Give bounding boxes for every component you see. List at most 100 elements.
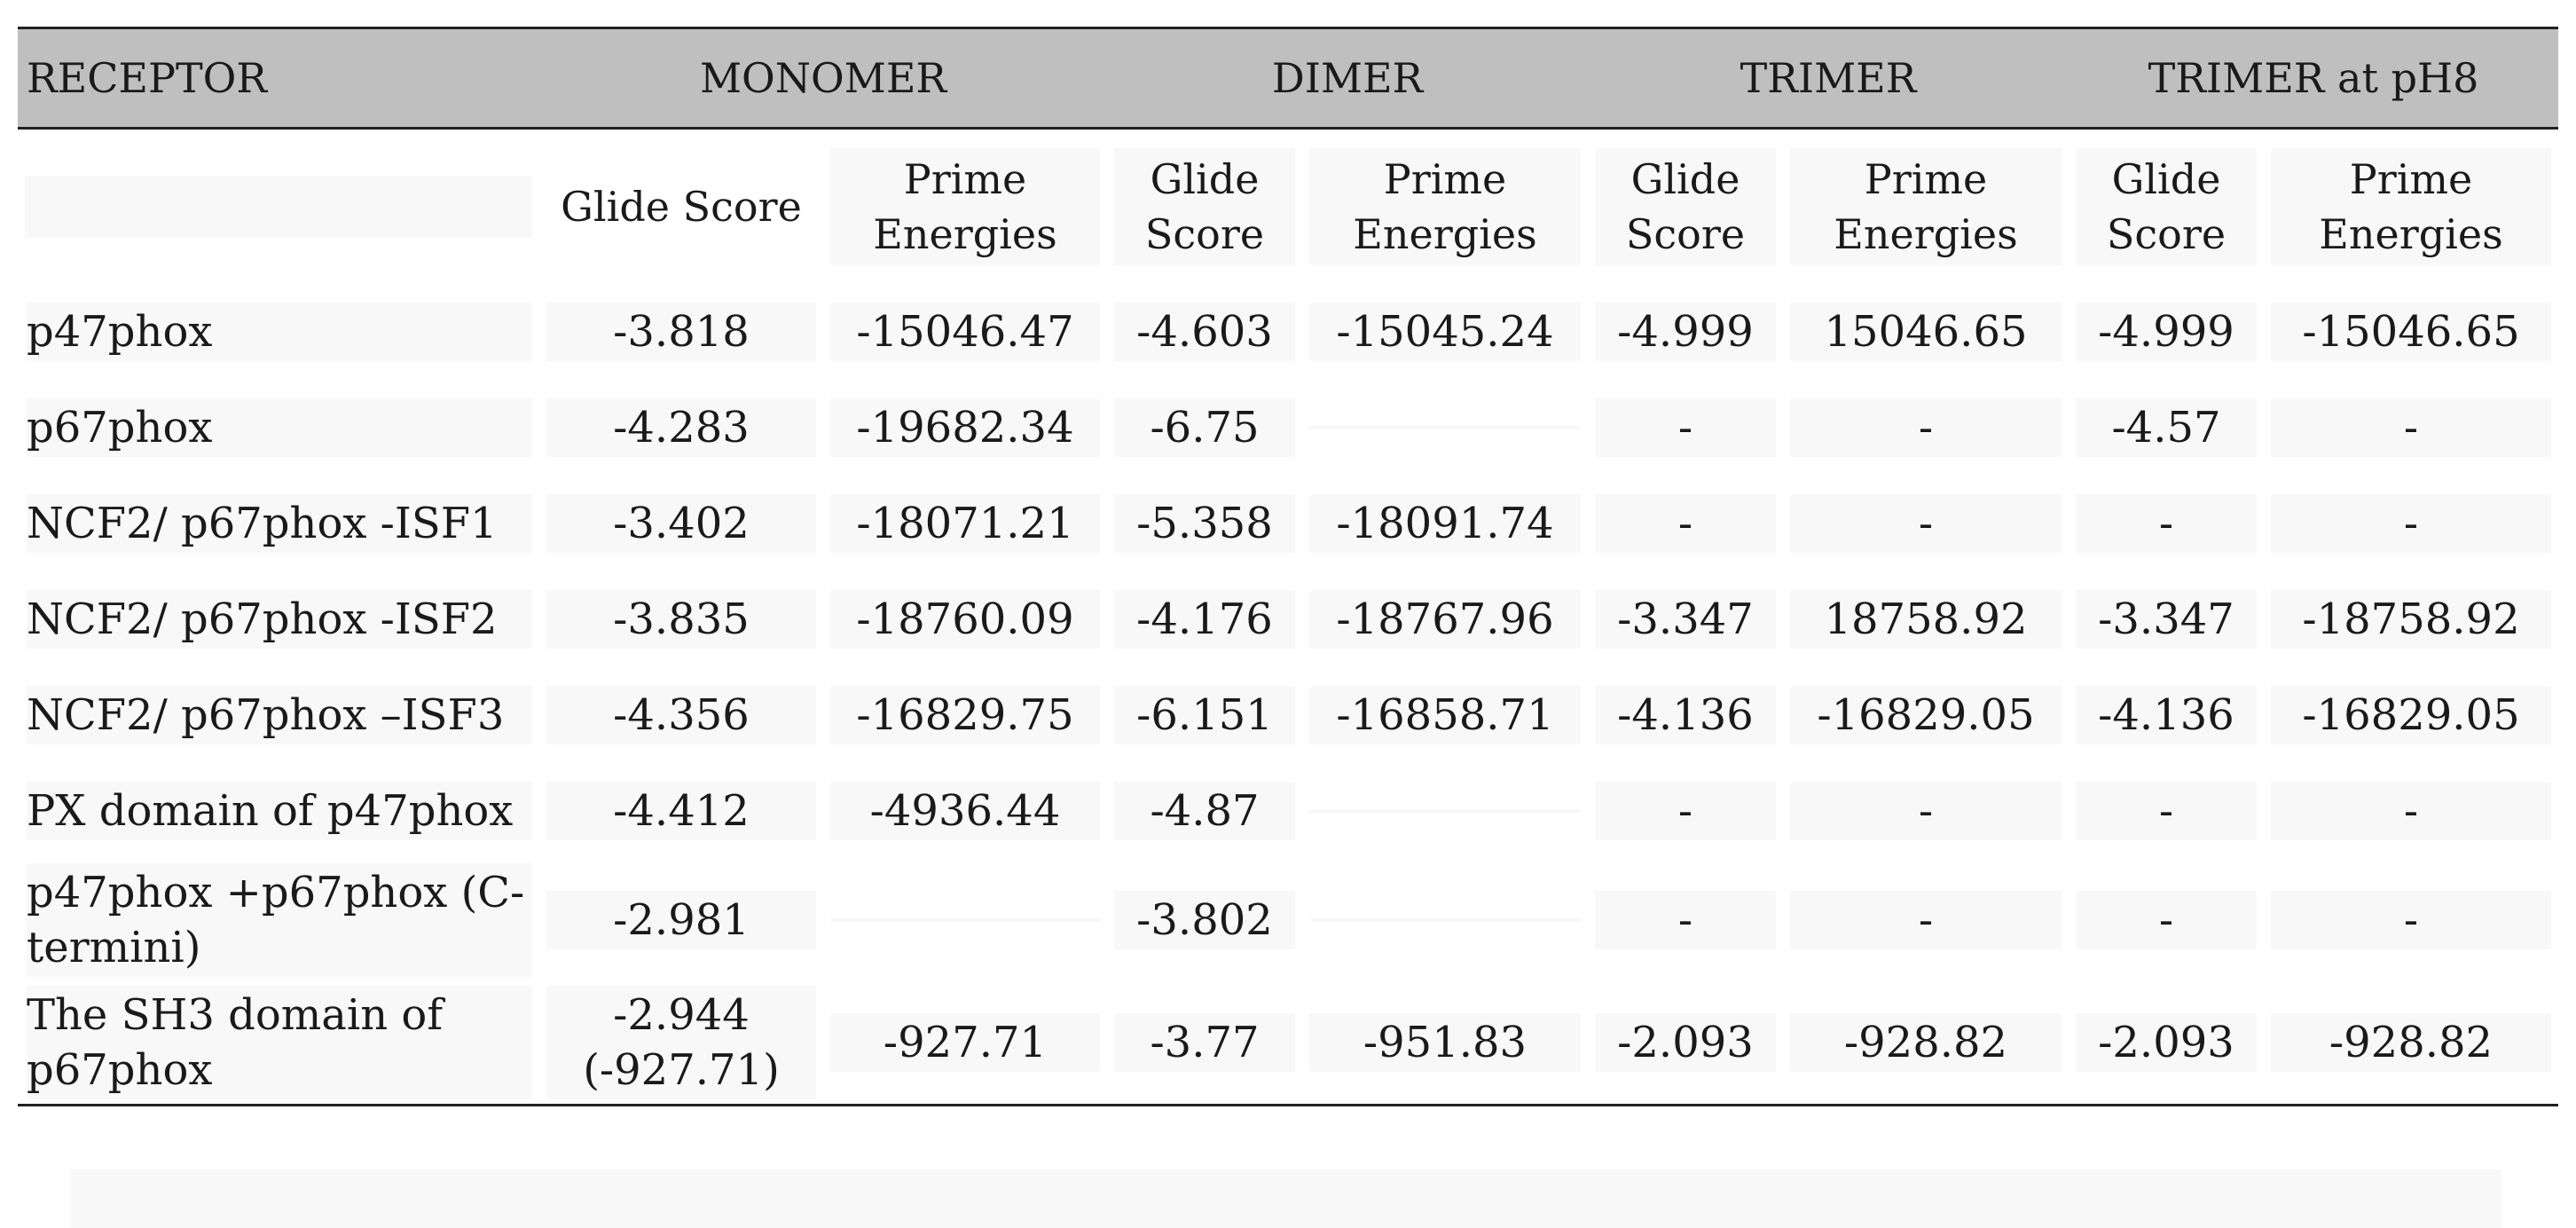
value-cell: -951.83 [1302,981,1588,1106]
value-cell: -4.283 [539,380,823,476]
table-row: p47phox -3.818 -15046.47 -4.603 -15045.2… [18,284,2558,380]
group-header-trimer-ph8: TRIMER at pH8 [2069,27,2559,130]
sub-header-trimer-glide: Glide Score [1588,128,1783,284]
value-cell: -2.093 [2069,981,2264,1106]
value-cell: -18071.21 [823,476,1107,571]
value-cell: -3.802 [1107,859,1302,981]
value-cell [823,859,1107,981]
receptor-cell: NCF2/ p67phox –ISF3 [18,667,539,763]
receptor-header: RECEPTOR [18,27,539,130]
value-cell: -3.402 [539,476,823,571]
value-cell: -16829.05 [1783,667,2069,763]
value-cell: 15046.65 [1783,284,2069,380]
value-cell: - [2264,380,2558,476]
value-cell: -4.136 [1588,667,1783,763]
value-cell: -4.176 [1107,571,1302,667]
table-body: p47phox -3.818 -15046.47 -4.603 -15045.2… [18,284,2559,1106]
value-cell: - [2069,859,2264,981]
footer-band [71,1169,2501,1228]
sub-header-trimer-ph8-glide: Glide Score [2069,128,2264,284]
value-cell: -18767.96 [1302,571,1588,667]
receptor-cell: NCF2/ p67phox -ISF2 [18,571,539,667]
results-table-container: RECEPTOR MONOMER DIMER TRIMER TRIMER at … [18,27,2559,1106]
receptor-cell: NCF2/ p67phox -ISF1 [18,476,539,571]
docking-results-table: RECEPTOR MONOMER DIMER TRIMER TRIMER at … [18,27,2559,1106]
value-cell: -18091.74 [1302,476,1588,571]
value-cell: -19682.34 [823,380,1107,476]
value-cell: -15046.65 [2264,284,2558,380]
value-cell: -3.818 [539,284,823,380]
value-cell: -928.82 [2264,981,2559,1106]
value-cell: -3.835 [539,571,823,667]
value-cell: -4.356 [539,667,823,763]
value-cell: -16858.71 [1302,667,1588,763]
value-cell: -16829.05 [2264,667,2558,763]
value-cell: -928.82 [1783,981,2069,1106]
sub-header-dimer-glide: Glide Score [1107,128,1302,284]
value-cell: -18760.09 [823,571,1107,667]
table-row: p47phox +p67phox (C-termini) -2.981 -3.8… [18,859,2558,981]
value-cell [1302,763,1588,859]
value-cell: - [2264,763,2558,859]
value-cell: -4.999 [1588,284,1783,380]
value-cell: - [2069,476,2264,571]
value-cell: -4936.44 [823,763,1107,859]
value-cell: -3.77 [1107,981,1302,1106]
sub-header-dimer-prime: Prime Energies [1302,128,1588,284]
sub-header-trimer-prime: Prime Energies [1783,128,2069,284]
value-cell: -927.71 [823,981,1107,1106]
group-header-row: RECEPTOR MONOMER DIMER TRIMER TRIMER at … [18,27,2559,130]
value-cell: - [2264,859,2558,981]
value-cell: - [1588,763,1783,859]
value-cell: -4.136 [2069,667,2264,763]
value-cell: -15046.47 [823,284,1107,380]
table-row: NCF2/ p67phox –ISF3 -4.356 -16829.75 -6.… [18,667,2558,763]
value-cell: - [2069,763,2264,859]
table-row: p67phox -4.283 -19682.34 -6.75 - - -4.57… [18,380,2558,476]
value-cell: -15045.24 [1302,284,1588,380]
value-cell: -18758.92 [2264,571,2558,667]
group-header-trimer: TRIMER [1588,27,2069,130]
value-cell: -6.75 [1107,380,1302,476]
value-cell: -3.347 [1588,571,1783,667]
receptor-cell: p47phox [18,284,539,380]
value-cell: -5.358 [1107,476,1302,571]
value-cell: 18758.92 [1783,571,2069,667]
value-cell: -16829.75 [823,667,1107,763]
receptor-cell: p47phox +p67phox (C-termini) [18,859,539,981]
value-cell: -4.412 [539,763,823,859]
value-cell: -4.57 [2069,380,2264,476]
sub-header-trimer-ph8-prime: Prime Energies [2264,128,2559,284]
sub-header-monomer-glide: Glide Score [539,128,823,284]
value-cell: -2.093 [1588,981,1783,1106]
value-cell: -2.944 (-927.71) [539,981,823,1106]
sub-header-blank [18,128,539,284]
value-cell: - [1588,859,1783,981]
value-cell: - [1783,380,2069,476]
group-header-dimer: DIMER [1107,27,1588,130]
value-cell: - [1783,763,2069,859]
value-cell: -4.999 [2069,284,2264,380]
sub-header-monomer-prime: Prime Energies [823,128,1107,284]
value-cell: -6.151 [1107,667,1302,763]
table-row: NCF2/ p67phox -ISF2 -3.835 -18760.09 -4.… [18,571,2558,667]
group-header-monomer: MONOMER [539,27,1107,130]
value-cell: - [1588,380,1783,476]
receptor-cell: PX domain of p47phox [18,763,539,859]
table-row: PX domain of p47phox -4.412 -4936.44 -4.… [18,763,2558,859]
table-row: The SH3 domain of p67phox -2.944 (-927.7… [18,981,2559,1106]
value-cell: -2.981 [539,859,823,981]
value-cell [1302,380,1588,476]
value-cell: - [1783,859,2069,981]
value-cell: -4.87 [1107,763,1302,859]
value-cell: - [2264,476,2558,571]
receptor-cell: The SH3 domain of p67phox [18,981,539,1106]
value-cell [1302,859,1588,981]
receptor-cell: p67phox [18,380,539,476]
value-cell: - [1783,476,2069,571]
value-cell: - [1588,476,1783,571]
table-row: NCF2/ p67phox -ISF1 -3.402 -18071.21 -5.… [18,476,2558,571]
value-cell: -4.603 [1107,284,1302,380]
value-cell: -3.347 [2069,571,2264,667]
sub-header-row: Glide Score Prime Energies Glide Score P… [18,128,2559,284]
